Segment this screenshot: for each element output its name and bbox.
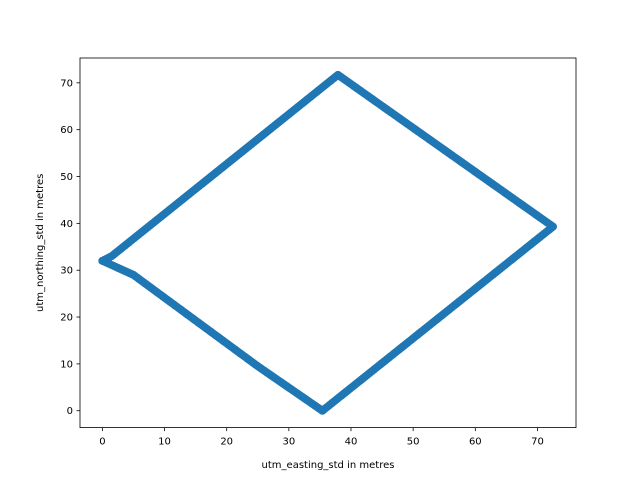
y-tick-label: 40	[60, 219, 73, 230]
x-tick-label: 60	[469, 437, 482, 448]
plot-frame	[79, 57, 577, 429]
y-tick-label: 70	[60, 78, 73, 89]
x-tick-label: 10	[158, 437, 171, 448]
x-axis: 0 10 20 30 40 50 60 70	[99, 427, 544, 448]
data-point	[98, 256, 107, 265]
y-axis-label: utm_northing_std in metres	[35, 174, 46, 312]
x-axis-label: utm_easting_std in metres	[262, 460, 395, 471]
x-tick-label: 30	[282, 437, 295, 448]
y-tick-label: 30	[60, 266, 73, 277]
x-tick-label: 70	[531, 437, 544, 448]
x-tick-label: 0	[99, 437, 105, 448]
x-tick-label: 50	[407, 437, 420, 448]
y-axis: 0 10 20 30 40 50 60 70	[60, 78, 80, 417]
y-tick-label: 10	[60, 359, 73, 370]
y-tick-label: 60	[60, 125, 73, 136]
y-tick-label: 0	[67, 406, 73, 417]
x-tick-label: 20	[220, 437, 233, 448]
data-points	[98, 70, 557, 415]
y-tick-label: 50	[60, 172, 73, 183]
x-tick-label: 40	[345, 437, 358, 448]
y-tick-label: 20	[60, 313, 73, 324]
